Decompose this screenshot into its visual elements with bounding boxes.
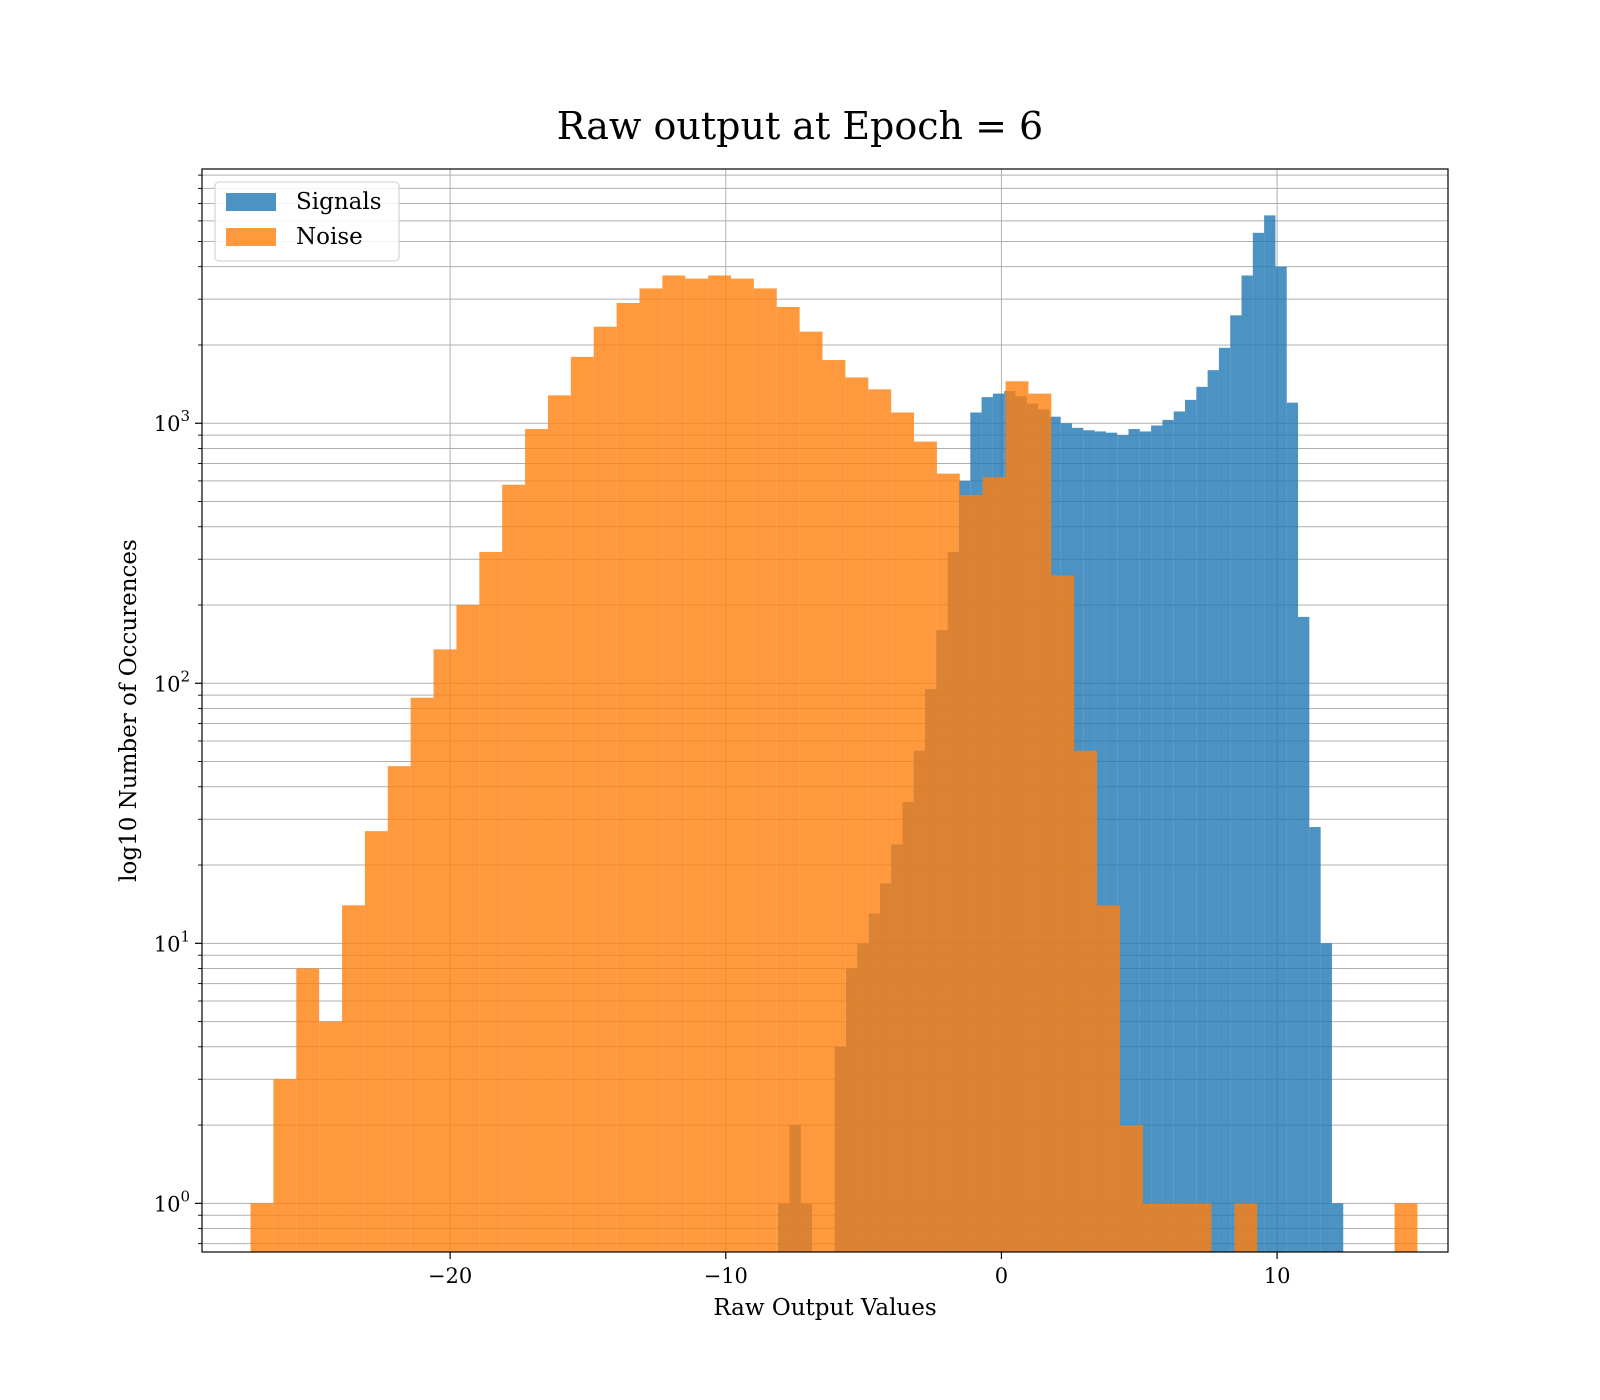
histogram-bar	[685, 278, 709, 1252]
histogram-bar	[1309, 827, 1321, 1252]
histogram-bar	[1139, 431, 1152, 1253]
histogram-bar	[502, 484, 526, 1253]
histogram-bar	[342, 905, 365, 1252]
y-tick-label: 102	[154, 667, 190, 696]
histogram-bar	[273, 1079, 297, 1252]
histogram-bar	[525, 429, 548, 1252]
histogram-bar	[1151, 425, 1163, 1252]
histogram-bar	[1196, 386, 1208, 1252]
x-axis-label: Raw Output Values	[713, 1295, 936, 1321]
histogram-bar	[1252, 232, 1265, 1252]
histogram-bar	[479, 551, 503, 1252]
y-axis-label: log10 Number of Occurences	[116, 539, 142, 882]
histogram-bar	[982, 477, 1006, 1253]
histogram-bar	[364, 831, 388, 1252]
y-tick-label: 101	[154, 927, 190, 956]
histogram-bar	[1117, 435, 1129, 1252]
x-tick-label: 10	[1264, 1264, 1291, 1288]
legend-label-signals: Signals	[296, 189, 382, 215]
histogram-bar	[822, 360, 846, 1253]
histogram-bar	[1162, 419, 1174, 1253]
histogram-bar	[936, 473, 960, 1253]
series-noise	[250, 275, 1418, 1253]
histogram-bar	[708, 275, 731, 1253]
histogram-bar	[730, 278, 754, 1252]
histogram-bar	[1142, 1203, 1166, 1252]
histogram-bar	[1275, 266, 1287, 1252]
legend: Signals Noise	[214, 181, 400, 262]
histogram-bars	[250, 215, 1418, 1253]
histogram-bar	[1218, 347, 1231, 1252]
histogram-bar	[753, 288, 777, 1252]
x-tick-label: 0	[995, 1264, 1008, 1288]
histogram-bar	[1165, 1203, 1189, 1252]
histogram-bar	[1230, 315, 1242, 1253]
histogram-bar	[662, 275, 686, 1253]
y-tick-label: 100	[154, 1187, 190, 1216]
histogram-bar	[1331, 1203, 1344, 1252]
histogram-bar	[1241, 275, 1253, 1253]
chart-title: Raw output at Epoch = 6	[556, 104, 1044, 148]
histogram-bar	[1119, 1125, 1143, 1252]
histogram-bar	[1074, 750, 1098, 1252]
histogram-bar	[456, 605, 480, 1252]
histogram-bar	[1264, 215, 1276, 1252]
histogram-bar	[616, 303, 640, 1252]
histogram-bar	[1234, 1203, 1258, 1252]
histogram-bar	[639, 288, 663, 1252]
histogram-bar	[1173, 411, 1186, 1252]
histogram-bar	[1097, 905, 1120, 1252]
histogram-bar	[776, 306, 800, 1252]
histogram-bar	[1105, 432, 1118, 1252]
axis-ticks: −20 −10 0 10 100 101 102 103	[154, 174, 1291, 1288]
histogram-bar	[891, 412, 915, 1252]
histogram-bar	[1128, 429, 1140, 1252]
x-tick-label: −10	[704, 1264, 748, 1288]
histogram-bar	[1298, 616, 1310, 1252]
histogram-bar	[914, 441, 937, 1252]
legend-label-noise: Noise	[296, 224, 363, 250]
axes-frame	[201, 168, 1449, 1253]
histogram-bar	[296, 968, 320, 1252]
histogram-bar	[1188, 1203, 1212, 1252]
histogram-bar	[1094, 431, 1106, 1253]
histogram-bar	[1394, 1203, 1418, 1252]
histogram-bar	[250, 1203, 274, 1252]
histogram-bar	[570, 356, 594, 1253]
x-tick-label: −20	[428, 1264, 472, 1288]
histogram-bar	[387, 766, 411, 1252]
y-tick-label: 103	[154, 407, 190, 436]
histogram-bar	[1286, 402, 1299, 1253]
histogram-bar	[433, 649, 457, 1252]
legend-swatch-noise	[226, 228, 276, 246]
histogram-bar	[593, 326, 617, 1252]
histogram-bar	[1185, 399, 1197, 1253]
histogram-bar	[1028, 393, 1052, 1252]
legend-swatch-signals	[226, 193, 276, 211]
histogram-bar	[319, 1021, 343, 1252]
histogram-bar	[547, 395, 571, 1252]
histogram-bar	[868, 389, 892, 1252]
histogram-bar	[410, 697, 434, 1252]
histogram-bar	[1320, 943, 1332, 1252]
histogram-bar	[1051, 575, 1075, 1252]
histogram-bar	[845, 377, 869, 1253]
histogram-bar	[1207, 370, 1219, 1252]
histogram-bar	[1005, 381, 1029, 1252]
histogram-bar	[799, 331, 823, 1253]
histogram-bar	[959, 494, 983, 1252]
